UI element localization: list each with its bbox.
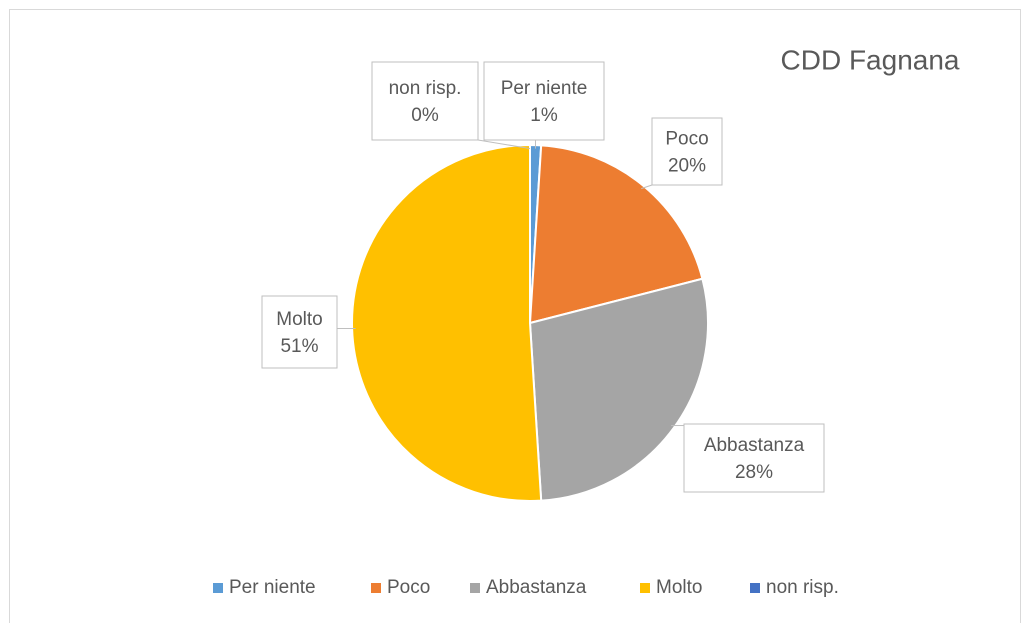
data-label-value: 28% bbox=[735, 462, 773, 483]
data-label-name: Abbastanza bbox=[704, 435, 805, 456]
legend-swatch bbox=[640, 583, 650, 593]
data-label-box bbox=[483, 61, 605, 141]
data-label-name: non risp. bbox=[389, 78, 462, 99]
pie-slice bbox=[528, 144, 704, 325]
data-label-name: Molto bbox=[276, 309, 322, 330]
data-label-name: Per niente bbox=[501, 78, 588, 99]
chart-title: CDD Fagnana bbox=[781, 44, 960, 75]
data-label-name: Poco bbox=[665, 129, 708, 150]
data-label-value: 51% bbox=[280, 336, 318, 357]
legend-swatch bbox=[750, 583, 760, 593]
legend-label: Abbastanza bbox=[486, 577, 587, 598]
legend-label: Poco bbox=[387, 577, 430, 598]
pie-slice bbox=[528, 277, 709, 502]
legend-swatch bbox=[371, 583, 381, 593]
data-label-box bbox=[371, 61, 479, 141]
leader-line bbox=[641, 184, 653, 190]
data-label-box bbox=[683, 423, 825, 493]
legend-swatch bbox=[213, 583, 223, 593]
data-label-box bbox=[261, 295, 338, 369]
data-label-value: 20% bbox=[668, 156, 706, 177]
data-label-value: 0% bbox=[411, 105, 439, 126]
legend-label: Molto bbox=[656, 577, 702, 598]
legend-label: Per niente bbox=[229, 577, 316, 598]
leader-line bbox=[477, 139, 531, 150]
data-label-box bbox=[651, 117, 723, 186]
legend-label: non risp. bbox=[766, 577, 839, 598]
data-label-value: 1% bbox=[530, 105, 558, 126]
legend-swatch bbox=[470, 583, 480, 593]
